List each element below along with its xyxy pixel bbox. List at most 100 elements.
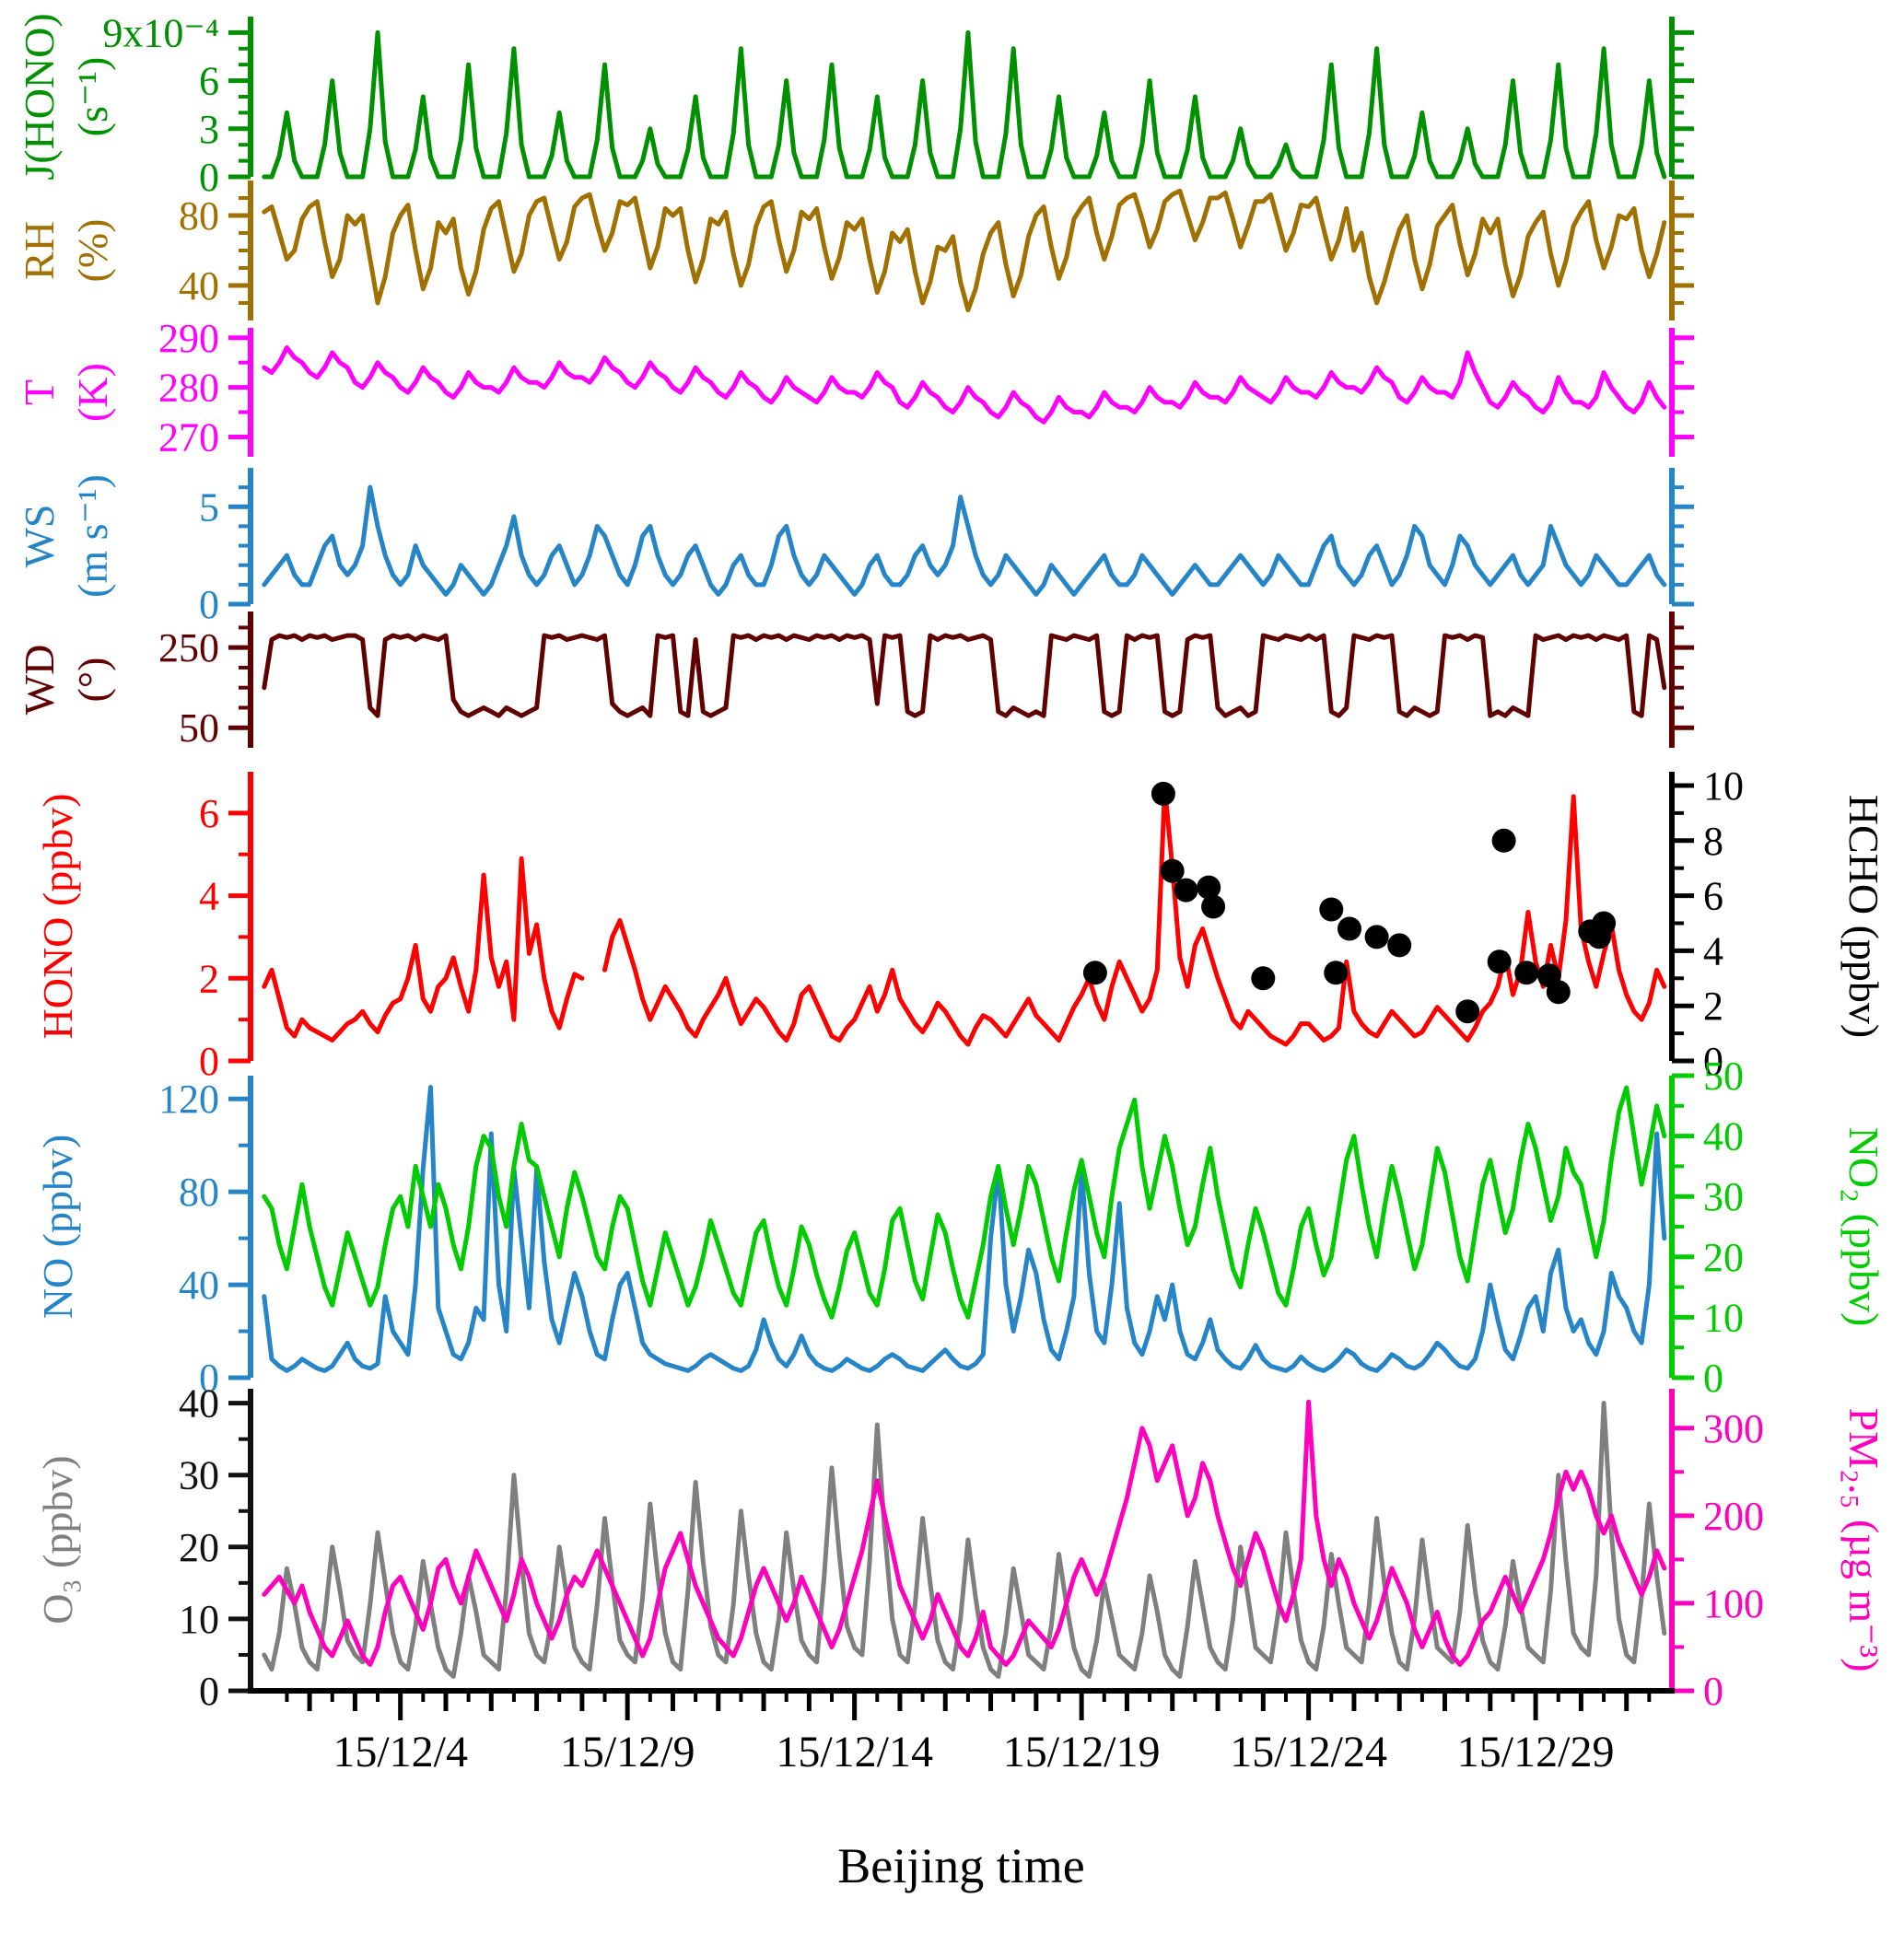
svg-text:100: 100 — [1703, 1581, 1764, 1626]
svg-text:40: 40 — [179, 1263, 219, 1308]
scatter-point — [1324, 961, 1349, 985]
svg-text:(K): (K) — [69, 363, 116, 422]
scatter-point — [1387, 933, 1412, 958]
scatter-point — [1514, 961, 1539, 985]
svg-text:30: 30 — [1703, 1174, 1744, 1219]
trace-o3-pm25 — [262, 1401, 1667, 1679]
svg-text:4: 4 — [1703, 928, 1723, 973]
svg-text:15/12/9: 15/12/9 — [560, 1728, 695, 1776]
svg-text:15/12/24: 15/12/24 — [1230, 1728, 1387, 1776]
svg-text:0: 0 — [199, 1669, 219, 1714]
svg-text:HCHO (ppbv): HCHO (ppbv) — [1840, 795, 1887, 1038]
svg-text:40: 40 — [179, 1381, 219, 1427]
svg-text:4: 4 — [199, 874, 219, 919]
svg-text:15/12/14: 15/12/14 — [776, 1728, 933, 1776]
svg-text:(m s⁻¹): (m s⁻¹) — [69, 474, 116, 598]
svg-text:(°): (°) — [69, 657, 116, 702]
svg-text:0: 0 — [199, 1356, 219, 1401]
svg-text:80: 80 — [179, 1170, 219, 1215]
scatter-point — [1455, 999, 1480, 1024]
svg-text:290: 290 — [158, 316, 219, 361]
svg-text:PM₂.₅ (µg m⁻³): PM₂.₅ (µg m⁻³) — [1840, 1407, 1887, 1671]
svg-text:280: 280 — [158, 366, 219, 411]
svg-text:HONO (ppbv): HONO (ppbv) — [34, 793, 81, 1039]
svg-text:15/12/19: 15/12/19 — [1003, 1728, 1161, 1776]
panel-wind-direction: 50 250 WD (°) — [16, 611, 1694, 751]
svg-text:80: 80 — [179, 193, 219, 239]
trace-temperature — [262, 345, 1667, 425]
svg-text:40: 40 — [179, 263, 219, 309]
scatter-point — [1197, 875, 1221, 900]
scatter-point — [1592, 911, 1617, 936]
svg-text:J(HONO): J(HONO) — [16, 13, 63, 180]
svg-text:NO₂ (ppbv): NO₂ (ppbv) — [1840, 1127, 1887, 1327]
svg-text:0: 0 — [199, 155, 219, 200]
svg-text:8: 8 — [1703, 819, 1723, 864]
svg-text:0: 0 — [199, 1039, 219, 1084]
svg-text:9x10⁻⁴: 9x10⁻⁴ — [102, 10, 219, 55]
svg-text:250: 250 — [158, 625, 219, 670]
svg-text:2: 2 — [199, 956, 219, 1001]
panel-hono-hcho: 0 2 4 6 HONO (ppbv) 0 2 4 6 8 10 HCHO (ppbv) — [34, 763, 1887, 1084]
panel-wind-speed: 0 5 WS (m s⁻¹) — [16, 468, 1694, 627]
scatter-point — [1546, 980, 1571, 1005]
scatter-point — [1319, 897, 1344, 922]
trace-no-no2-right — [262, 1085, 1667, 1320]
svg-text:30: 30 — [179, 1453, 219, 1498]
x-axis-title: Beijing time — [837, 1838, 1085, 1893]
svg-text:10: 10 — [179, 1597, 219, 1642]
svg-text:0: 0 — [199, 582, 219, 627]
svg-text:RH: RH — [16, 221, 63, 280]
svg-text:300: 300 — [1703, 1406, 1764, 1451]
svg-text:6: 6 — [1703, 874, 1723, 919]
trace-rh — [262, 188, 1667, 313]
svg-text:NO (ppbv): NO (ppbv) — [34, 1135, 81, 1320]
trace-wind-direction — [262, 633, 1667, 718]
svg-text:10: 10 — [1703, 763, 1744, 809]
svg-text:6: 6 — [199, 59, 219, 104]
scatter-point — [1491, 828, 1516, 853]
svg-text:50: 50 — [179, 705, 219, 751]
panel-no-no2: 0 40 80 120 NO (ppbv) 0 10 20 30 40 50 NO₂ (ppbv) — [34, 1054, 1887, 1401]
panel-o3-pm25: 0 10 20 30 40 O₃ (ppbv) 0 100 200 300 PM₂.₅ (µg m⁻… — [34, 1381, 1887, 1714]
scatter-point — [1174, 878, 1198, 903]
svg-text:3: 3 — [199, 107, 219, 152]
svg-text:270: 270 — [158, 414, 219, 460]
trace-no-no2 — [262, 1085, 1667, 1373]
trace-wind-speed — [262, 484, 1667, 597]
scatter-point — [1364, 925, 1389, 949]
scatter-point — [1082, 961, 1107, 985]
svg-text:(%): (%) — [69, 219, 116, 283]
svg-text:2: 2 — [1703, 984, 1723, 1029]
trace-o3-pm25-right — [262, 1399, 1667, 1667]
trace-hono-hcho — [262, 786, 1667, 1047]
svg-text:10: 10 — [1703, 1295, 1744, 1340]
scatter-point — [1487, 949, 1512, 974]
svg-text:200: 200 — [1703, 1494, 1764, 1539]
scatter-point — [1151, 781, 1175, 806]
scatter-point — [1251, 966, 1276, 991]
svg-text:15/12/29: 15/12/29 — [1457, 1728, 1615, 1776]
svg-text:T: T — [16, 379, 63, 405]
svg-text:120: 120 — [158, 1077, 219, 1122]
panel-rh: 40 80 RH (%) — [16, 181, 1694, 320]
scatter-point — [1337, 916, 1361, 941]
svg-text:50: 50 — [1703, 1054, 1744, 1099]
svg-text:WS: WS — [16, 505, 63, 568]
svg-text:5: 5 — [199, 484, 219, 530]
svg-text:(s⁻¹): (s⁻¹) — [69, 57, 116, 137]
svg-text:WD: WD — [16, 645, 63, 716]
scatter-point — [1160, 858, 1185, 883]
svg-text:0: 0 — [1703, 1039, 1723, 1084]
svg-text:6: 6 — [199, 791, 219, 836]
svg-text:0: 0 — [1703, 1356, 1723, 1401]
svg-text:20: 20 — [179, 1525, 219, 1570]
svg-text:15/12/4: 15/12/4 — [333, 1728, 468, 1776]
svg-text:20: 20 — [1703, 1235, 1744, 1280]
svg-text:O₃ (ppbv): O₃ (ppbv) — [34, 1455, 81, 1624]
